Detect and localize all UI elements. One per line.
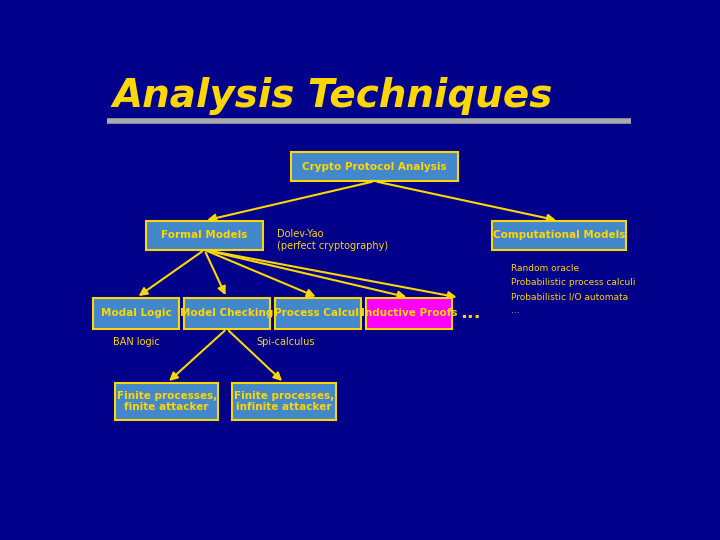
Text: Random oracle
Probabilistic process calculi
Probabilistic I/O automata
...: Random oracle Probabilistic process calc…: [511, 265, 636, 315]
FancyBboxPatch shape: [275, 298, 361, 329]
Text: Process Calculi: Process Calculi: [274, 308, 362, 318]
FancyBboxPatch shape: [93, 298, 179, 329]
Text: Spi-calculus: Spi-calculus: [256, 337, 315, 347]
FancyBboxPatch shape: [184, 298, 270, 329]
Text: Model Checking: Model Checking: [180, 308, 274, 318]
FancyBboxPatch shape: [291, 152, 458, 181]
Text: Inductive Proofs: Inductive Proofs: [361, 308, 457, 318]
Text: Dolev-Yao
(perfect cryptography): Dolev-Yao (perfect cryptography): [277, 230, 388, 251]
FancyBboxPatch shape: [115, 383, 218, 420]
Text: Finite processes,
finite attacker: Finite processes, finite attacker: [117, 391, 217, 413]
Text: Analysis Techniques: Analysis Techniques: [112, 77, 553, 115]
Text: Crypto Protocol Analysis: Crypto Protocol Analysis: [302, 161, 447, 172]
Text: BAN logic: BAN logic: [113, 337, 160, 347]
FancyBboxPatch shape: [145, 221, 263, 250]
Text: Finite processes,
infinite attacker: Finite processes, infinite attacker: [234, 391, 334, 413]
Text: ...: ...: [460, 304, 481, 322]
FancyBboxPatch shape: [366, 298, 452, 329]
FancyBboxPatch shape: [492, 221, 626, 250]
Text: Computational Models: Computational Models: [492, 230, 625, 240]
Text: Modal Logic: Modal Logic: [101, 308, 171, 318]
Text: Formal Models: Formal Models: [161, 230, 248, 240]
FancyBboxPatch shape: [233, 383, 336, 420]
